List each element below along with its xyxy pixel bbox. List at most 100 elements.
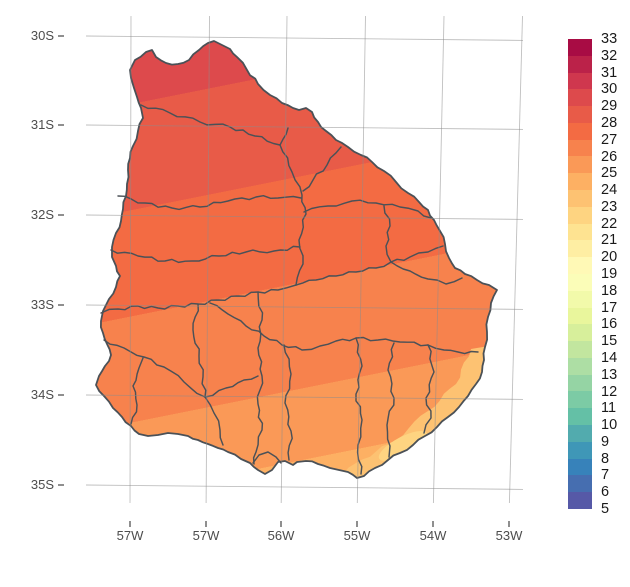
colorbar: [568, 39, 592, 509]
legend-swatch: [568, 257, 592, 274]
legend-tick-label: 33: [601, 31, 618, 47]
legend-swatch: [568, 139, 592, 157]
legend-swatch: [568, 173, 592, 191]
graticule-parallel: [85, 35, 524, 41]
legend-tick-label: 31: [601, 64, 618, 81]
legend-swatch: [568, 273, 592, 291]
x-tick-label: 56W: [267, 528, 295, 543]
legend-tick-label: 30: [601, 81, 618, 98]
legend-tick-label: 18: [601, 282, 618, 299]
department-boundary-line: [302, 146, 342, 192]
department-boundary-line: [110, 245, 301, 264]
legend-swatch: [568, 72, 592, 90]
legend-swatch: [568, 408, 592, 425]
y-tick-label: 35S: [30, 477, 54, 492]
graticule-meridian: [280, 15, 288, 504]
graticule-parallel: [85, 394, 524, 400]
legend-tick-label: 10: [601, 417, 618, 434]
department-boundary-line: [303, 199, 432, 219]
legend-tick-label: 21: [601, 232, 618, 249]
colorbar-legend: 33 32 31 30 29 28 27 26 25 24 23 22 21 20 19 18 17 16 15 14…: [568, 31, 630, 517]
legend-tick-label: 9: [601, 433, 610, 450]
legend-swatch: [568, 374, 592, 392]
legend-tick-label: 32: [601, 47, 618, 64]
department-boundary-line: [383, 205, 392, 263]
department-boundaries: [100, 104, 479, 475]
legend-swatch: [568, 307, 592, 325]
legend-swatch: [568, 240, 592, 258]
graticule-meridian: [205, 15, 210, 504]
graticule-meridian: [432, 15, 445, 504]
legend-swatch: [568, 156, 592, 174]
legend-tick-label: 5: [601, 501, 610, 517]
legend-swatch: [568, 122, 592, 140]
legend-tick-label: 13: [601, 366, 618, 383]
x-tick-label: 57W: [116, 528, 144, 543]
department-boundary-line: [279, 127, 289, 146]
legend-tick-label: 12: [601, 383, 618, 400]
legend-swatch: [568, 424, 592, 442]
department-boundary-line: [295, 245, 444, 286]
graticule: [85, 15, 524, 504]
uruguay-outline: [95, 40, 498, 479]
department-boundary-line: [283, 344, 293, 461]
legend-tick-label: 23: [601, 198, 618, 215]
legend-swatch: [568, 290, 592, 308]
legend-swatch: [568, 341, 592, 358]
legend-swatch: [568, 223, 592, 241]
legend-tick-label: 22: [601, 215, 618, 232]
graticule-parallel: [85, 484, 524, 490]
graticule-meridian: [129, 15, 132, 504]
graticule-parallel: [85, 214, 524, 220]
graticule-parallel: [85, 304, 524, 310]
department-boundary-line: [140, 104, 281, 146]
legend-tick-label: 29: [601, 98, 618, 115]
legend-swatch: [568, 357, 592, 375]
department-boundary-line: [355, 337, 363, 475]
legend-swatch: [568, 55, 592, 73]
y-tick-label: 33S: [30, 297, 54, 312]
southeast-coolest-patch: [378, 431, 428, 461]
legend-tick-label: 16: [601, 316, 618, 333]
graticule-meridian: [508, 15, 523, 504]
legend-tick-label: 25: [601, 165, 618, 182]
department-boundary-line: [279, 144, 307, 286]
y-tick-label: 34S: [30, 387, 54, 402]
legend-swatch: [568, 39, 592, 56]
legend-tick-label: 24: [601, 182, 618, 199]
y-tick-label: 32S: [30, 207, 54, 222]
department-boundary-line: [130, 357, 144, 425]
department-boundary-line: [204, 396, 224, 446]
x-tick-label: 53W: [495, 528, 523, 543]
department-boundary-line: [390, 261, 463, 285]
legend-tick-label: 7: [601, 467, 610, 484]
legend-swatch: [568, 89, 592, 107]
graticule-parallel: [85, 124, 524, 130]
department-boundary-line: [204, 375, 259, 398]
legend-tick-label: 28: [601, 114, 618, 131]
legend-swatch: [568, 206, 592, 224]
legend-tick-label: 15: [601, 333, 618, 350]
department-boundary-line: [423, 344, 435, 434]
department-boundary-line: [252, 291, 264, 465]
legend-swatch: [568, 492, 592, 509]
department-boundary-line: [117, 194, 302, 211]
legend-swatch: [568, 441, 592, 459]
legend-tick-label: 20: [601, 249, 618, 266]
legend-tick-label: 8: [601, 450, 610, 467]
axis-ticks: [58, 35, 510, 527]
legend-swatch: [568, 458, 592, 476]
y-tick-label: 30S: [30, 28, 54, 43]
department-boundary-line: [192, 303, 207, 398]
legend-tick-label: 19: [601, 266, 618, 282]
graticule-meridian: [356, 15, 366, 504]
legend-tick-label: 6: [601, 484, 610, 501]
legend-swatch: [568, 391, 592, 409]
department-boundary-line: [103, 339, 206, 398]
x-tick-label: 54W: [419, 528, 447, 543]
department-boundary-line: [209, 302, 429, 351]
legend-tick-label: 26: [601, 148, 618, 165]
legend-tick-label: 11: [601, 400, 617, 417]
